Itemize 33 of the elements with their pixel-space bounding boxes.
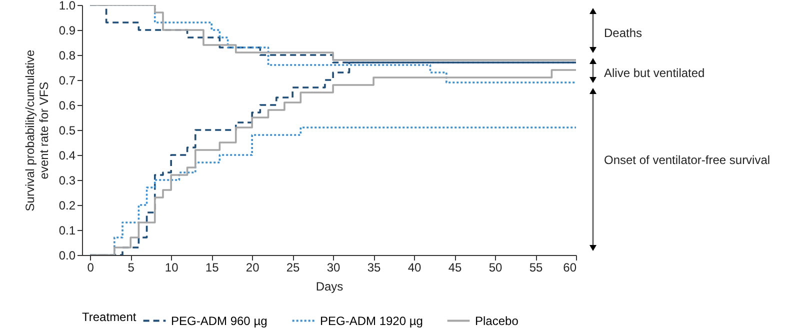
x-tick-label: 60	[563, 260, 577, 274]
text: Deaths	[604, 26, 642, 40]
x-tick-label: 0	[87, 260, 94, 274]
legend-label: PEG-ADM 960 µg	[171, 314, 268, 328]
x-axis-title: Days	[316, 280, 344, 294]
legend-title: Treatment	[82, 310, 137, 324]
x-tick-label: 40	[408, 260, 422, 274]
x-tick-label: 20	[246, 260, 260, 274]
x-tick-label: 30	[326, 260, 341, 274]
x-tick-label: 45	[448, 260, 462, 274]
y-axis-title: Survival probability/cumulative event rate for VFS	[22, 49, 51, 212]
y-tick-label: 0.4	[58, 148, 76, 162]
y-tick-label: 0.2	[58, 198, 76, 212]
y-tick-label: 0.7	[58, 74, 76, 88]
x-tick-label: 55	[529, 260, 543, 274]
y-tick-label: 0.0	[58, 248, 76, 262]
legend-label: PEG-ADM 1920 µg	[320, 314, 423, 328]
x-tick-label: 10	[164, 260, 179, 274]
y-tick-label: 0.1	[58, 224, 76, 238]
y-tick-label: 0.8	[58, 48, 76, 62]
text: Onset of ventilator-free survival	[604, 153, 770, 167]
x-tick-label: 5	[128, 260, 135, 274]
x-tick-label: 35	[367, 260, 382, 274]
text: Alive but ventilated	[604, 66, 705, 80]
x-tick-label: 15	[205, 260, 220, 274]
x-tick-label: 25	[286, 260, 300, 274]
y-tick-label: 0.5	[58, 124, 76, 138]
y-tick-label: 0.6	[58, 98, 76, 112]
y-tick-label: 1.0	[58, 0, 76, 12]
x-tick-label: 50	[488, 260, 503, 274]
y-tick-label: 0.9	[58, 24, 76, 38]
legend-label: Placebo	[475, 314, 519, 328]
y-tick-label: 0.3	[58, 174, 76, 188]
